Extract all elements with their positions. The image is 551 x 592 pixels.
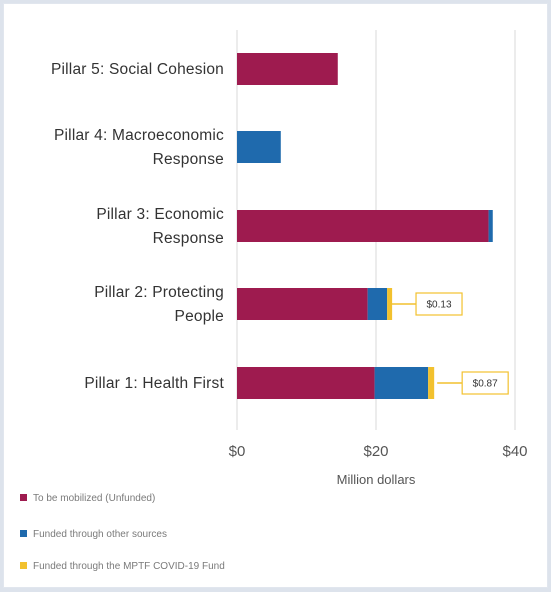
bar-segment-unfunded xyxy=(237,53,338,85)
legend-label: Funded through the MPTF COVID-19 Fund xyxy=(33,561,225,572)
bar-segment-other-sources xyxy=(374,367,429,399)
x-tick-label: $0 xyxy=(229,443,246,460)
category-label: People xyxy=(175,308,224,325)
bar-segment-other-sources xyxy=(237,131,281,163)
bar-segment-mptf xyxy=(387,288,393,320)
category-label: Pillar 5: Social Cohesion xyxy=(51,61,224,78)
category-label: Pillar 3: Economic xyxy=(96,206,224,223)
bar-segment-other-sources xyxy=(367,288,388,320)
category-label: Response xyxy=(153,151,224,168)
legend-swatch xyxy=(20,494,27,501)
category-label: Pillar 4: Macroeconomic xyxy=(54,127,224,144)
bar-segment-other-sources xyxy=(488,210,493,242)
callout-box xyxy=(415,292,463,316)
x-axis-label: Million dollars xyxy=(337,472,416,487)
bar-segment-unfunded xyxy=(237,210,489,242)
x-tick-label: $40 xyxy=(502,443,527,460)
category-label: Response xyxy=(153,230,224,247)
category-label: Pillar 1: Health First xyxy=(84,375,224,392)
data-label: $0.13 xyxy=(427,300,452,311)
legend-label: Funded through other sources xyxy=(33,529,167,540)
x-tick-label: $20 xyxy=(363,443,388,460)
bar-segment-unfunded xyxy=(237,288,368,320)
category-label: Pillar 2: Protecting xyxy=(94,284,224,301)
legend-label: To be mobilized (Unfunded) xyxy=(33,493,155,504)
bar-segment-mptf xyxy=(428,367,435,399)
legend-swatch xyxy=(20,530,27,537)
bar-segment-unfunded xyxy=(237,367,375,399)
callout-box xyxy=(461,371,509,395)
legend-swatch xyxy=(20,562,27,569)
data-label: $0.87 xyxy=(473,379,498,390)
